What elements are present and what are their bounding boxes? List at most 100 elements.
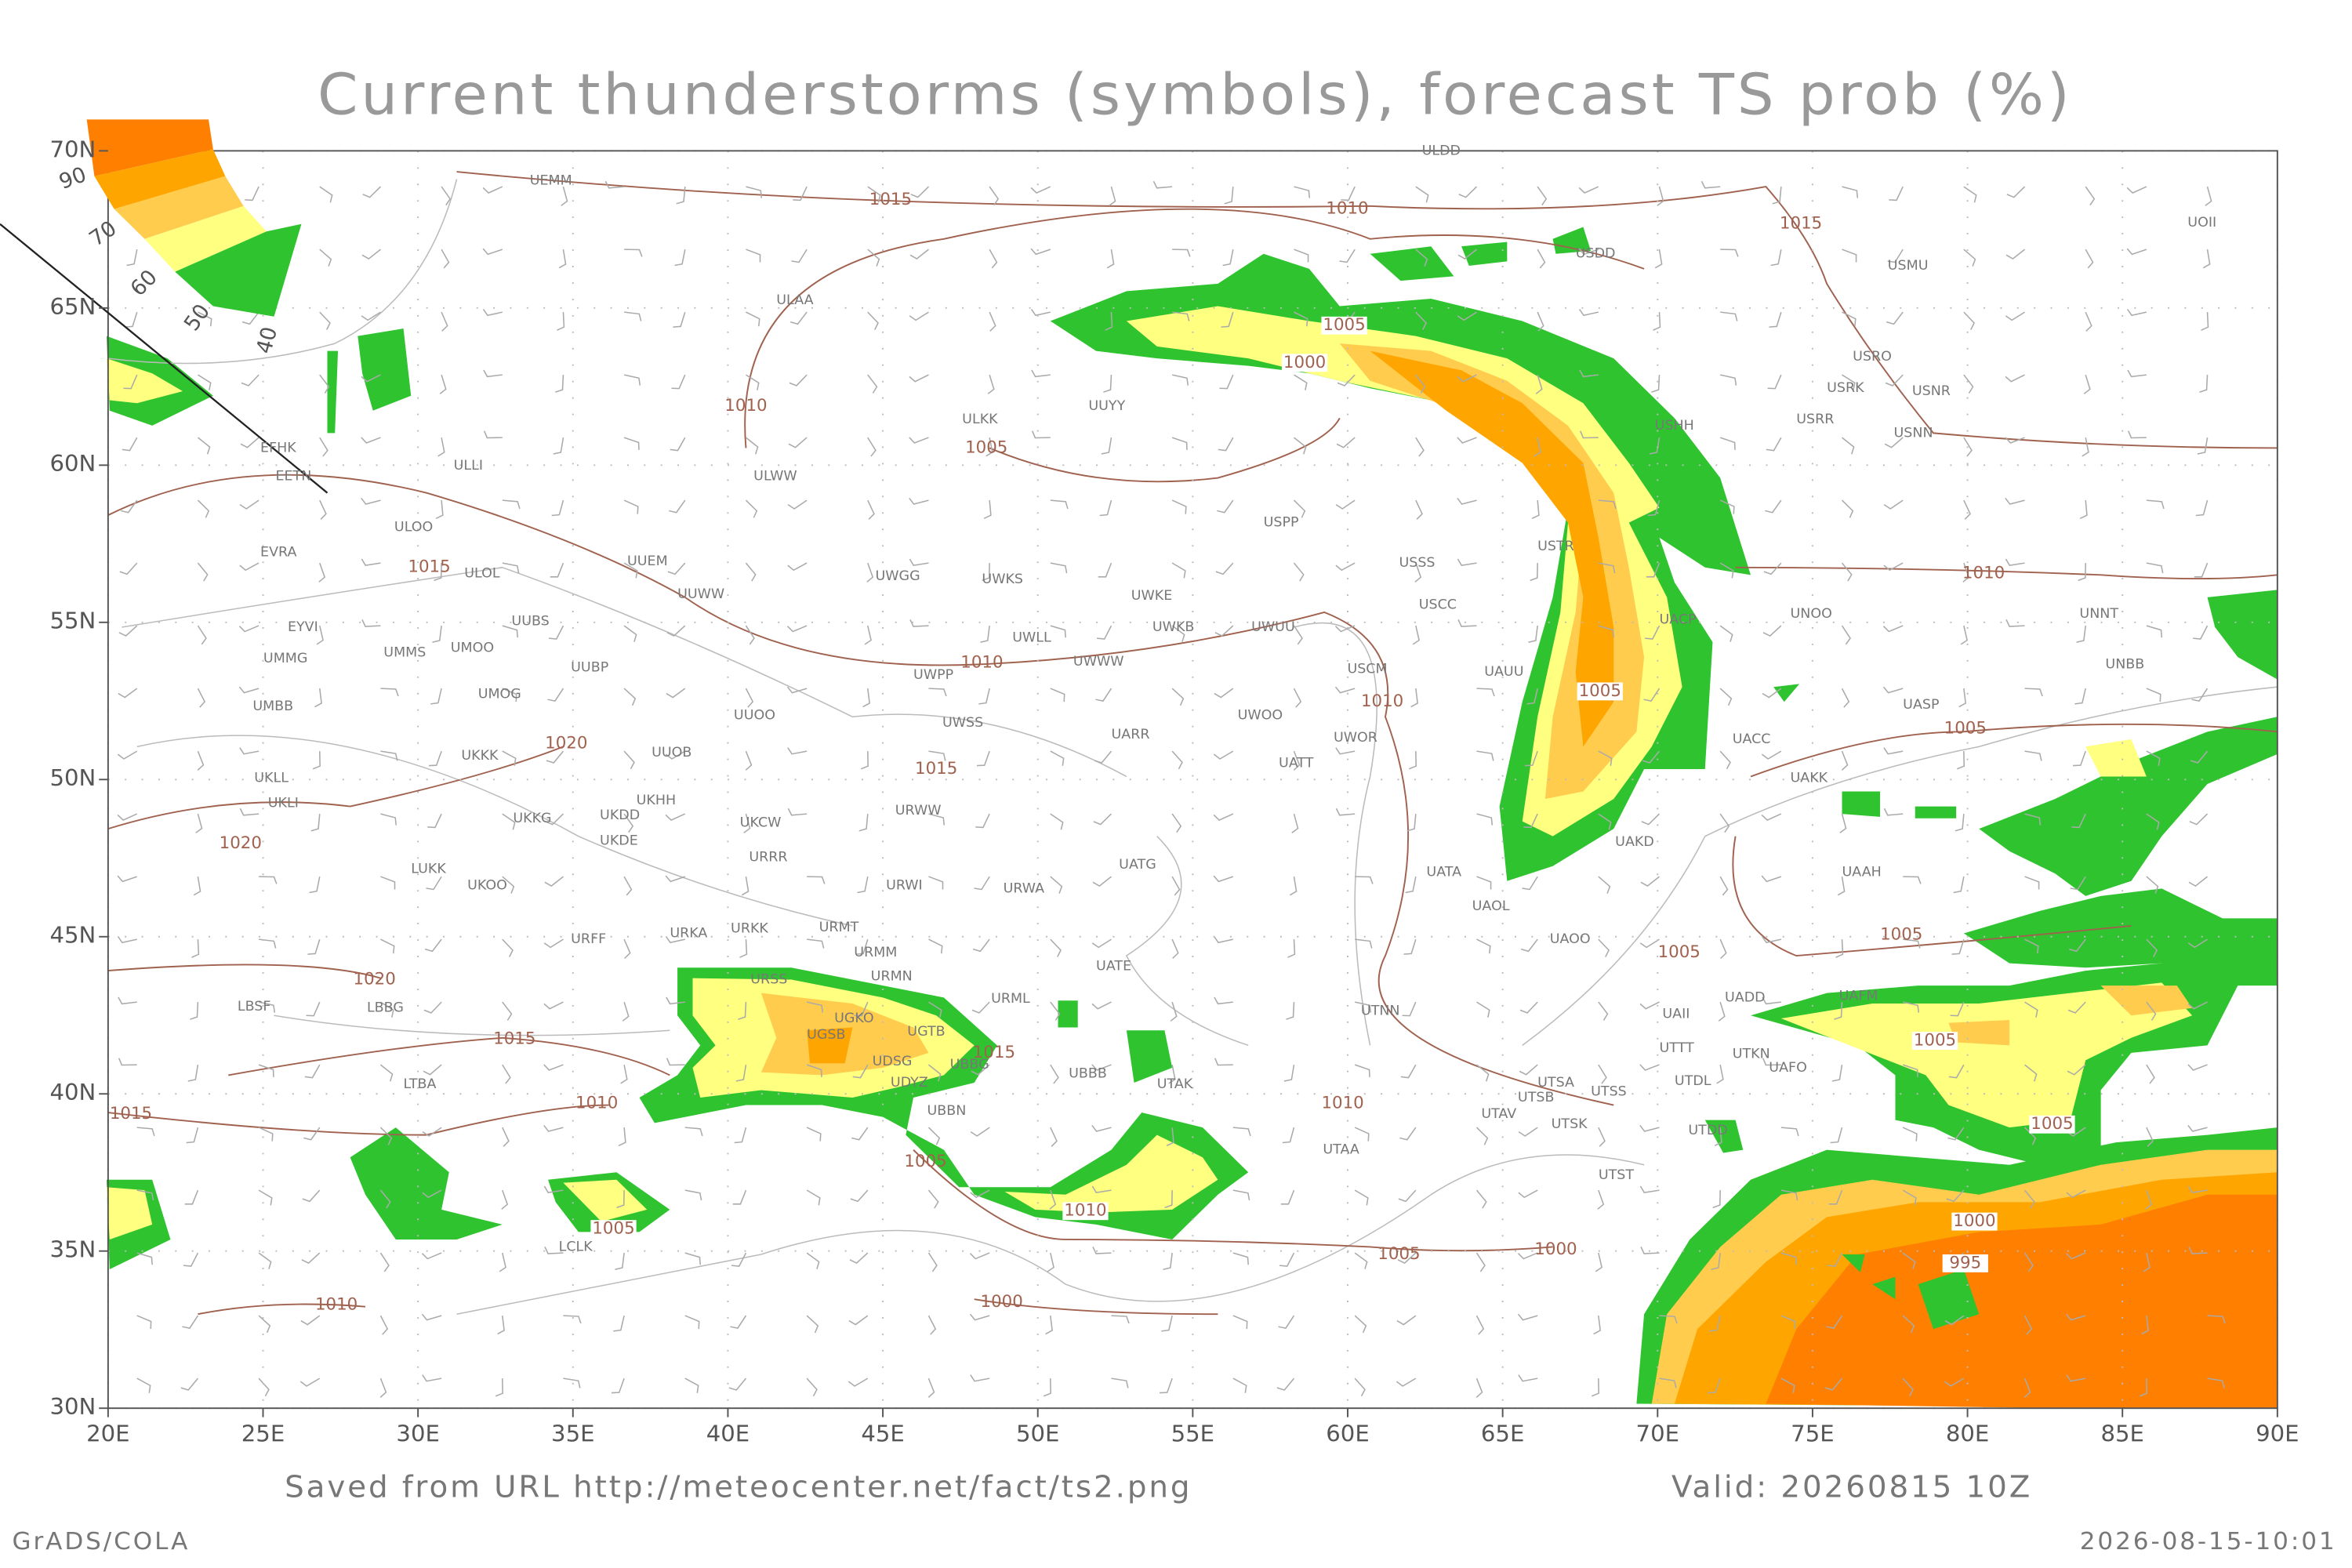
wind-barb [379,1189,391,1209]
wind-barb [482,248,503,256]
wind-barb [1093,813,1112,826]
wind-barb [501,1189,509,1210]
wind-barb [422,1127,442,1137]
wind-barb [241,311,260,325]
wind-barb [1408,751,1417,770]
wind-barb [1152,180,1173,189]
wind-barb [1519,1001,1538,1014]
wind-barb [1598,499,1617,510]
wind-barb [1719,750,1731,770]
wind-barb [969,1313,990,1321]
wind-barb [1095,688,1112,702]
station-label: UMMG [263,651,307,666]
wind-barb [1719,688,1733,706]
wind-barb [1640,1246,1660,1254]
wind-barb [180,1377,199,1391]
isobar-label-box [1577,682,1623,701]
wind-barb [1762,996,1781,1005]
wind-barb [190,1002,199,1020]
wind-barb [502,1064,511,1084]
wind-barb [1171,938,1179,959]
wind-barb [1903,876,1922,884]
wind-barb [1030,309,1051,317]
wind-barb [2188,876,2209,887]
wind-barb [623,625,637,642]
wind-barb [676,187,686,205]
station-label: UWOO [1238,707,1283,723]
wind-barb [989,311,996,332]
wind-barb [1883,808,1904,816]
wind-barb [361,558,381,566]
wind-barb [1341,186,1356,201]
wind-barbs [117,180,2226,1398]
station-label: UDYZ [891,1075,928,1091]
wind-barb [1711,1253,1721,1270]
wind-barb [1050,1127,1058,1147]
wind-barb [666,996,685,1005]
wind-barb [1826,1315,1843,1329]
isobar-label: 1020 [220,833,262,852]
wind-barb [1099,499,1112,517]
wind-barb [1221,311,1234,328]
wind-barb [197,562,209,582]
wind-barb [2141,1316,2150,1335]
wind-barb [434,563,442,582]
wind-barb [1953,876,1965,894]
wind-barb [1400,1064,1417,1079]
wind-barb [1096,625,1112,640]
wind-barb [1045,1316,1053,1335]
wind-barb [1950,1001,1965,1017]
lon-label: 35E [551,1421,594,1447]
wind-barb [927,1315,937,1335]
wind-barb [2145,1189,2153,1210]
wind-barb [303,1127,321,1141]
wind-barb [975,813,990,829]
wind-barb [1047,1252,1054,1272]
wind-barb [2079,500,2088,520]
wind-barb [969,1252,990,1260]
wind-barb [1355,938,1373,949]
wind-barb [807,876,826,884]
wind-barb [1476,750,1494,761]
wind-barb [1831,1064,1843,1082]
wind-barb [361,249,381,260]
wind-barb [1780,1127,1799,1137]
station-label: UAOL [1472,898,1510,914]
wind-barb [1355,876,1374,884]
wind-barb [669,499,686,514]
wind-barb [1334,625,1356,633]
wind-barb [1213,936,1233,944]
wind-barb [2126,309,2147,317]
wind-barb [1091,938,1112,949]
wind-barb [1337,374,1356,387]
wind-barb [970,1374,990,1382]
station-label: URMM [854,945,897,960]
isobar-label: 1010 [1326,198,1368,218]
station-label: USRK [1827,380,1864,396]
wind-barb [1947,1127,1965,1141]
wind-barb [1336,437,1356,448]
wind-barb [623,813,634,833]
wind-barb [848,1377,869,1387]
wind-barb [1712,1190,1721,1209]
wind-barb [1031,430,1051,439]
wind-barb [1598,1127,1606,1147]
wind-barb [623,562,638,579]
wind-barb [1222,249,1234,267]
isobar-label: 1000 [1534,1239,1577,1258]
wind-barb [1287,939,1296,958]
isobar-label: 1005 [1579,681,1621,700]
wind-barb [1903,938,1921,949]
wind-barb [1537,186,1548,206]
wind-barb [195,813,203,833]
wind-barb [2188,1246,2208,1254]
isobar-label-box [1911,1032,1958,1051]
wind-barb [502,562,520,574]
wind-barb [441,311,448,332]
wind-barb [299,1377,321,1387]
wind-barb [623,499,639,514]
wind-barb [2199,375,2209,393]
wind-barb [928,1001,942,1018]
wind-barb [316,625,324,645]
wind-barb [1030,186,1051,194]
